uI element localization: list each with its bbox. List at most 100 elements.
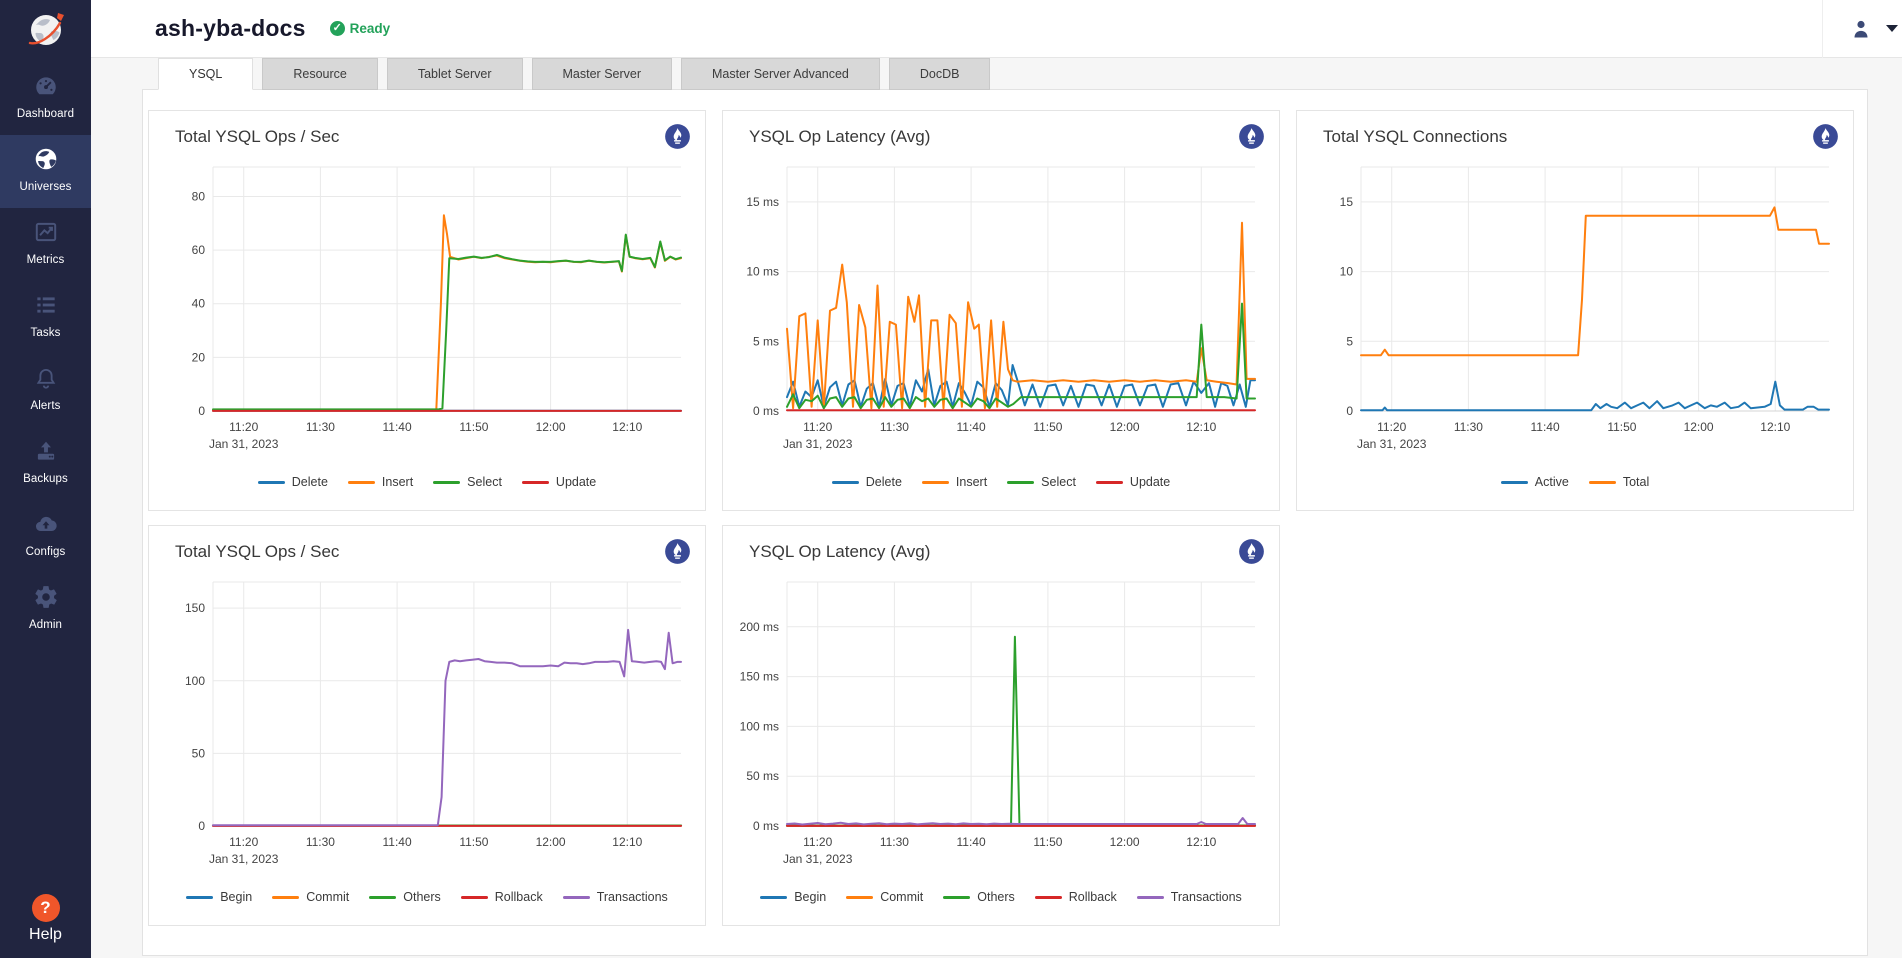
legend-label: Delete: [865, 475, 902, 489]
svg-text:12:00: 12:00: [536, 835, 566, 849]
chart-panel-total-ysql-ops-transactions: Total YSQL Ops / Sec 0 50 100 150 11:20 Jan 3…: [148, 525, 706, 926]
sidebar-item-configs[interactable]: Configs: [0, 500, 91, 573]
legend-swatch: [846, 895, 874, 899]
tab-tablet-server[interactable]: Tablet Server: [386, 58, 523, 90]
svg-text:150: 150: [185, 601, 205, 615]
legend-item-others[interactable]: Others: [943, 890, 1015, 904]
chart-plot[interactable]: 0 5 10 15 11:20 Jan 31, 2023 11:30 11:40 11:50 12…: [1311, 157, 1839, 457]
tab-master-server[interactable]: Master Server: [531, 58, 673, 90]
legend-item-commit[interactable]: Commit: [846, 890, 923, 904]
legend-swatch: [1136, 895, 1164, 899]
svg-text:11:50: 11:50: [459, 420, 488, 434]
svg-text:12:00: 12:00: [1110, 835, 1140, 849]
tab-resource[interactable]: Resource: [262, 58, 378, 90]
svg-text:11:40: 11:40: [957, 420, 986, 434]
tab-ysql[interactable]: YSQL: [158, 58, 254, 90]
sidebar-item-admin[interactable]: Admin: [0, 573, 91, 646]
chart-legend: Delete Insert Select Update: [737, 475, 1265, 489]
user-icon: [1854, 20, 1868, 37]
svg-text:0: 0: [198, 404, 205, 418]
sidebar-item-dashboard[interactable]: Dashboard: [0, 62, 91, 135]
chart-plot[interactable]: 0 ms 50 ms 100 ms 150 ms 200 ms 11:20 Jan 31, …: [737, 572, 1265, 872]
sidebar-item-alerts[interactable]: Alerts: [0, 354, 91, 427]
sidebar-item-metrics[interactable]: Metrics: [0, 208, 91, 281]
page-title: ash-yba-docs: [155, 15, 306, 41]
sidebar-item-tasks[interactable]: Tasks: [0, 281, 91, 354]
svg-text:12:10: 12:10: [1186, 420, 1216, 434]
prometheus-icon[interactable]: [664, 538, 691, 565]
svg-text:11:20: 11:20: [229, 835, 258, 849]
tab-docdb[interactable]: DocDB: [888, 58, 991, 90]
legend-label: Commit: [306, 890, 350, 904]
svg-text:10: 10: [1340, 265, 1354, 279]
check-icon: ✓: [329, 21, 345, 36]
legend-item-delete[interactable]: Delete: [831, 475, 902, 489]
legend-item-active[interactable]: Active: [1500, 475, 1569, 489]
legend-swatch: [369, 895, 397, 899]
universe-header: ash-yba-docs ✓ Ready: [91, 0, 1902, 58]
svg-text:0: 0: [198, 819, 205, 833]
legend-item-update[interactable]: Update: [1095, 475, 1170, 489]
legend-item-rollback[interactable]: Rollback: [460, 890, 543, 904]
cloud-upload-icon: [0, 511, 91, 539]
sidebar-item-universes[interactable]: Universes: [0, 135, 91, 208]
tab-label: Master Server Advanced: [712, 67, 849, 81]
svg-text:11:30: 11:30: [1454, 420, 1483, 434]
svg-text:12:10: 12:10: [1186, 835, 1216, 849]
svg-text:15 ms: 15 ms: [746, 195, 779, 209]
svg-text:Jan 31, 2023: Jan 31, 2023: [1357, 437, 1427, 451]
legend-label: Select: [467, 475, 502, 489]
legend-item-transactions[interactable]: Transactions: [562, 890, 668, 904]
legend-item-delete[interactable]: Delete: [257, 475, 328, 489]
legend-swatch: [257, 480, 285, 484]
sidebar-item-help[interactable]: ? Help: [0, 884, 91, 958]
svg-text:Jan 31, 2023: Jan 31, 2023: [783, 437, 853, 451]
svg-text:15: 15: [1340, 195, 1354, 209]
legend-item-others[interactable]: Others: [369, 890, 441, 904]
question-icon: ?: [31, 894, 60, 922]
legend-item-select[interactable]: Select: [433, 475, 502, 489]
legend-item-transactions[interactable]: Transactions: [1136, 890, 1242, 904]
prometheus-icon[interactable]: [1812, 123, 1839, 150]
legend-item-begin[interactable]: Begin: [186, 890, 252, 904]
tab-label: YSQL: [189, 67, 223, 81]
legend-item-begin[interactable]: Begin: [760, 890, 826, 904]
legend-item-select[interactable]: Select: [1007, 475, 1076, 489]
legend-swatch: [831, 480, 859, 484]
tab-master-server-advanced[interactable]: Master Server Advanced: [681, 58, 880, 90]
svg-text:50 ms: 50 ms: [746, 769, 779, 783]
svg-text:Jan 31, 2023: Jan 31, 2023: [783, 852, 853, 866]
legend-item-commit[interactable]: Commit: [272, 890, 349, 904]
legend-item-insert[interactable]: Insert: [921, 475, 987, 489]
sidebar-item-label: Admin: [28, 619, 63, 631]
chart-plot[interactable]: 0 ms 5 ms 10 ms 15 ms 11:20 Jan 31, 2023 11:30…: [737, 157, 1265, 457]
prometheus-icon[interactable]: [1238, 538, 1265, 565]
legend-item-insert[interactable]: Insert: [347, 475, 413, 489]
sidebar-item-backups[interactable]: Backups: [0, 427, 91, 500]
legend-swatch: [760, 895, 788, 899]
prometheus-icon[interactable]: [1238, 123, 1265, 150]
legend-item-rollback[interactable]: Rollback: [1034, 890, 1117, 904]
yugabyte-logo[interactable]: [0, 0, 91, 62]
charts-panel: Total YSQL Ops / Sec 0 20 40 60 80 11:20 Jan 3…: [142, 89, 1868, 956]
legend-label: Others: [403, 890, 441, 904]
chart-legend: Begin Commit Others Rollback Transactions: [163, 890, 691, 904]
svg-text:12:10: 12:10: [612, 835, 642, 849]
svg-text:5 ms: 5 ms: [753, 334, 779, 348]
user-menu[interactable]: [1849, 17, 1902, 41]
svg-text:Jan 31, 2023: Jan 31, 2023: [209, 437, 279, 451]
chart-plot[interactable]: 0 50 100 150 11:20 Jan 31, 2023 11:30 11:40 11:5…: [163, 572, 691, 872]
chart-panel-ysql-op-latency-transactions: YSQL Op Latency (Avg) 0 ms 50 ms 100 ms 150…: [722, 525, 1280, 926]
prometheus-icon[interactable]: [664, 123, 691, 150]
legend-swatch: [272, 895, 300, 899]
legend-item-update[interactable]: Update: [521, 475, 596, 489]
legend-item-total[interactable]: Total: [1588, 475, 1649, 489]
chart-icon: [0, 219, 91, 247]
svg-text:11:40: 11:40: [383, 835, 412, 849]
legend-swatch: [1095, 480, 1123, 484]
legend-swatch: [1588, 480, 1616, 484]
chart-plot[interactable]: 0 20 40 60 80 11:20 Jan 31, 2023 11:30 11:40 11:5…: [163, 157, 691, 457]
tab-label: Master Server: [562, 67, 642, 81]
legend-label: Active: [1534, 475, 1569, 489]
bell-icon: [0, 365, 91, 393]
